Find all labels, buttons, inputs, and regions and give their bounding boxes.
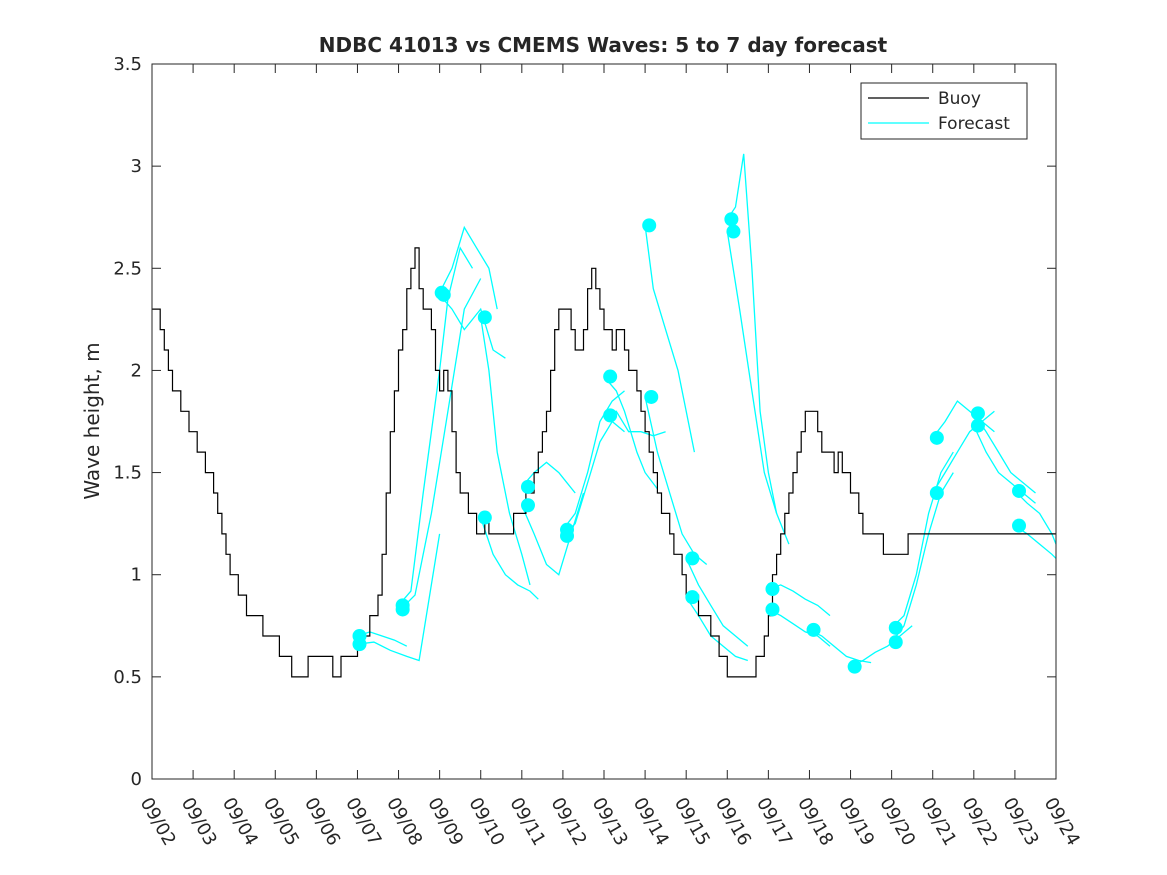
forecast-marker: [847, 659, 862, 674]
forecast-marker: [352, 637, 367, 652]
plot-background: [152, 64, 1056, 779]
y-tick-label: 0.5: [113, 667, 142, 688]
forecast-marker: [477, 310, 492, 325]
forecast-line: [439, 294, 506, 359]
y-tick-label: 1.5: [113, 463, 142, 484]
plot-area: [152, 64, 1056, 779]
forecast-marker: [888, 620, 903, 635]
forecast-marker: [765, 602, 780, 617]
forecast-marker: [1012, 483, 1027, 498]
forecast-marker: [395, 602, 410, 617]
forecast-line: [726, 231, 790, 545]
chart-title: NDBC 41013 vs CMEMS Waves: 5 to 7 day fo…: [319, 33, 888, 57]
forecast-marker: [1012, 518, 1027, 533]
forecast-line: [685, 596, 749, 662]
forecast-line: [932, 410, 995, 494]
forecast-line: [973, 425, 1036, 504]
forecast-line: [480, 517, 539, 600]
forecast-line: [644, 225, 696, 453]
forecast-line: [768, 584, 831, 617]
forecast-marker: [888, 635, 903, 650]
forecast-marker: [560, 528, 575, 543]
forecast-line: [726, 153, 778, 514]
y-tick-label: 2: [131, 360, 142, 381]
y-tick-label: 1: [131, 565, 142, 586]
forecast-marker: [765, 582, 780, 597]
forecast-line: [685, 558, 749, 647]
forecast-line: [768, 608, 831, 647]
forecast-line: [562, 420, 625, 537]
legend: Buoy Forecast: [860, 82, 1028, 140]
y-tick-label: 3.5: [113, 54, 142, 75]
y-tick-label: 3: [131, 156, 142, 177]
forecast-line: [398, 278, 482, 612]
forecast-marker: [520, 479, 535, 494]
forecast-line: [891, 451, 954, 629]
forecast-line: [1014, 490, 1057, 545]
y-axis-label: Wave height, m: [80, 342, 104, 499]
forecast-marker: [603, 408, 618, 423]
forecast-line: [850, 625, 913, 668]
forecast-marker: [929, 430, 944, 445]
forecast-marker: [970, 418, 985, 433]
forecast-marker: [477, 510, 492, 525]
buoy-line: [152, 247, 1056, 678]
forecast-marker: [685, 551, 700, 566]
forecast-line: [439, 225, 498, 310]
forecast-marker: [644, 389, 659, 404]
forecast-line: [521, 461, 576, 494]
forecast-marker: [436, 287, 451, 302]
forecast-marker: [726, 224, 741, 239]
forecast-line: [357, 533, 441, 662]
forecast-marker: [685, 590, 700, 605]
forecast-marker: [806, 622, 821, 637]
legend-label: Buoy: [938, 89, 981, 109]
legend-label: Forecast: [938, 114, 1010, 134]
forecast-marker: [724, 212, 739, 227]
forecast-marker: [520, 498, 535, 513]
y-tick-label: 0: [131, 769, 142, 790]
forecast-line: [562, 390, 625, 531]
forecast-marker: [603, 369, 618, 384]
forecast-line: [480, 317, 531, 586]
forecast-marker: [929, 486, 944, 500]
forecast-marker: [642, 218, 657, 233]
legend-box: [860, 82, 1028, 140]
series-layer: [152, 153, 1057, 678]
y-tick-label: 2.5: [113, 258, 142, 279]
forecast-marker: [970, 406, 985, 421]
